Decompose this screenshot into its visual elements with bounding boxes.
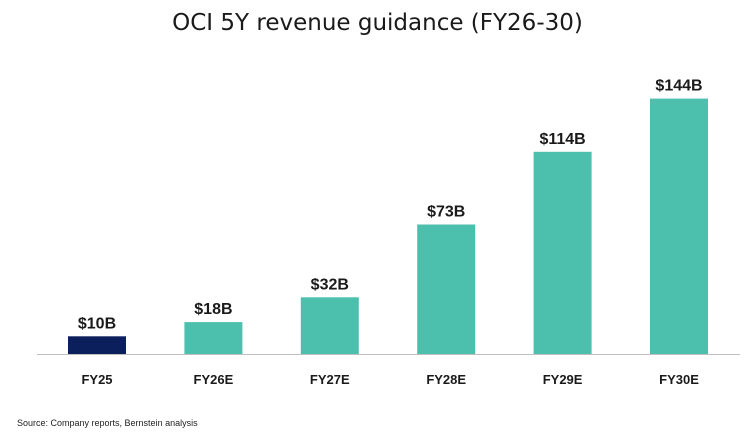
chart-title: OCI 5Y revenue guidance (FY26-30): [172, 10, 583, 36]
bar-fy30e: [650, 98, 708, 354]
data-label-fy26e: $18B: [194, 301, 232, 318]
bar-fy28e: [417, 224, 476, 354]
x-tick-label-fy25: FY25: [81, 372, 112, 387]
data-label-fy30e: $144B: [655, 78, 702, 95]
bar-fy27e: [300, 297, 359, 354]
data-label-fy27e: $32B: [311, 276, 349, 293]
x-tick-label-fy28e: FY28E: [426, 372, 466, 387]
data-label-fy28e: $73B: [427, 204, 465, 221]
x-tick-label-fy30e: FY30E: [659, 372, 699, 387]
data-label-fy25: $10B: [78, 315, 116, 332]
bar-fy26e: [184, 322, 243, 354]
bar-fy25: [68, 336, 126, 354]
x-tick-labels-layer: FY25 FY26E FY27E FY28E FY29E FY30E: [81, 372, 699, 387]
source-note: Source: Company reports, Bernstein analy…: [17, 418, 198, 428]
data-labels-layer: $10B $18B $32B $73B $114B $144B: [78, 78, 703, 333]
data-label-fy29e: $114B: [539, 131, 585, 148]
bars-layer: [68, 98, 708, 354]
x-tick-label-fy26e: FY26E: [194, 372, 234, 387]
x-tick-label-fy27e: FY27E: [310, 372, 350, 387]
bar-fy29e: [533, 151, 592, 354]
x-tick-label-fy29e: FY29E: [543, 372, 583, 387]
